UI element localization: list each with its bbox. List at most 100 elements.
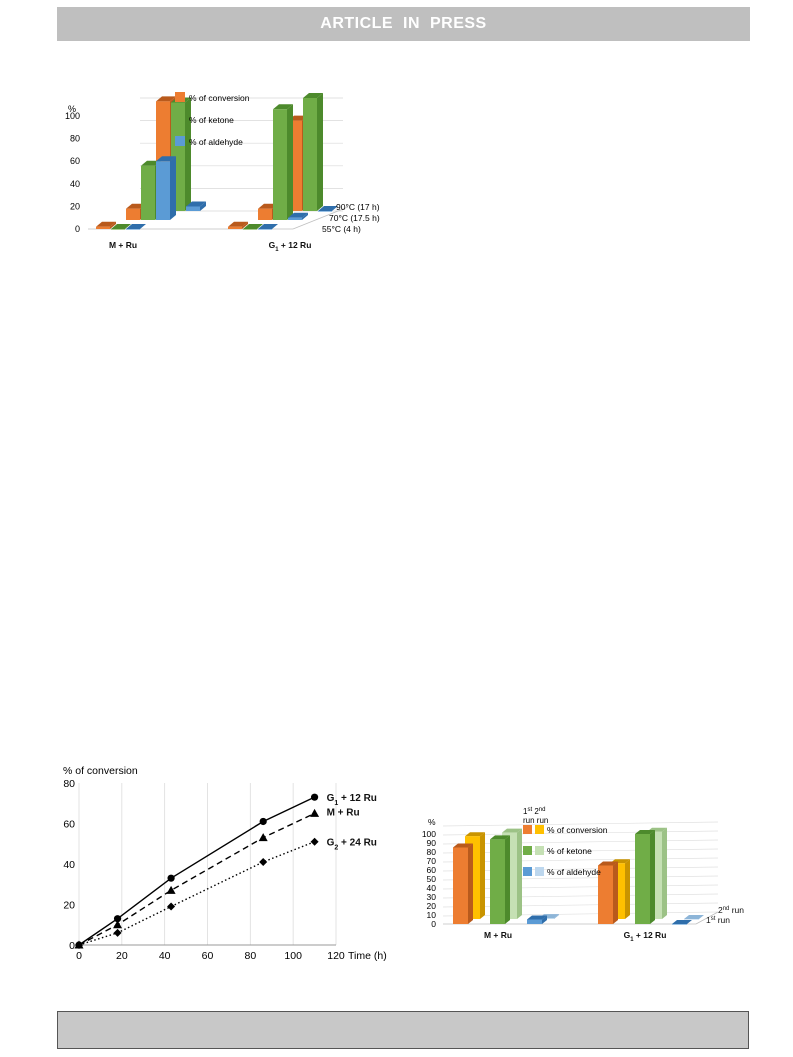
bar-top <box>288 212 308 218</box>
temperature-bar-chart: 0 20 40 60 80 100% 55°C (4 h)70°C (17.5 h)90°C… <box>65 92 380 253</box>
series-line <box>78 812 315 946</box>
bar-side <box>542 915 547 924</box>
bar-top <box>156 156 176 162</box>
x-tick-label: 80 <box>244 950 256 962</box>
diamond-marker <box>167 902 176 911</box>
gridline <box>442 866 719 872</box>
series-line <box>78 841 315 946</box>
legend-label: % of aldehyde <box>547 867 601 877</box>
bar <box>288 212 308 220</box>
bar-front <box>672 924 687 925</box>
y-tick-label: 100 <box>422 829 436 839</box>
bar-top <box>465 832 485 837</box>
y-tick-label: 60 <box>63 819 75 831</box>
legend-swatch <box>175 92 185 102</box>
gridline <box>442 902 719 908</box>
legend-swatch-1st-run <box>523 846 532 855</box>
circle-marker <box>310 793 319 801</box>
y-tick-label: 50 <box>427 874 437 884</box>
bar-front <box>243 229 257 230</box>
x-tick-label: 60 <box>202 950 214 962</box>
y-axis-title: % of conversion <box>63 765 138 777</box>
bar-top <box>672 920 692 924</box>
diamond-marker <box>75 941 83 949</box>
legend-swatch-2nd-run <box>535 825 544 834</box>
y-tick-label: 60 <box>70 156 80 166</box>
bar-front <box>273 109 287 220</box>
bar <box>490 835 510 924</box>
bar-side <box>613 861 618 924</box>
bar-side <box>242 221 248 229</box>
series-line <box>78 796 315 946</box>
bar-front <box>490 839 505 924</box>
circle-marker <box>167 874 175 882</box>
bar-side <box>170 156 176 220</box>
y-tick-label: 10 <box>427 910 437 920</box>
bar-front <box>527 919 542 924</box>
y-tick-label: 90 <box>427 838 437 848</box>
gridline <box>442 884 719 890</box>
legend-label: % of ketone <box>547 846 592 856</box>
depth-label: 2nd run <box>718 905 744 915</box>
x-tick-label: 120 <box>327 950 345 962</box>
bar-front <box>96 226 110 229</box>
triangle-marker <box>258 833 268 842</box>
gridline <box>442 848 719 854</box>
floor-depth-line <box>292 206 349 230</box>
y-tick-label: 80 <box>70 134 80 144</box>
bar-side <box>625 859 630 919</box>
bar-top <box>186 201 206 207</box>
bar-top <box>453 843 473 848</box>
bar-side <box>317 93 323 211</box>
bar-top <box>502 828 522 833</box>
bar <box>303 93 323 211</box>
category-label: G1 + 12 Ru <box>624 930 667 943</box>
footer-box <box>57 1011 749 1049</box>
bar-top <box>111 224 131 229</box>
bar-side <box>517 828 522 919</box>
bar-front <box>156 161 170 220</box>
bar-top <box>228 221 248 227</box>
y-tick-label: 20 <box>70 201 80 211</box>
bar-top <box>598 861 618 866</box>
bar <box>453 843 473 924</box>
y-axis-unit-label: % <box>428 817 436 827</box>
bar-side <box>185 97 191 211</box>
bar-front <box>453 847 468 924</box>
bar <box>672 920 692 925</box>
y-tick-label: 0 <box>431 919 436 929</box>
category-label: G1 + 12 Ru <box>269 240 312 253</box>
depth-label: 1st run <box>706 915 730 925</box>
bar-front <box>684 919 699 920</box>
diamond-marker <box>259 857 268 866</box>
bar-top <box>243 224 263 229</box>
bar-top <box>490 835 510 840</box>
bar-side <box>650 830 655 924</box>
bar-front <box>288 217 302 220</box>
y-tick-label: 0 <box>75 224 80 234</box>
y-tick-label: 0 <box>69 940 75 952</box>
bar-side <box>287 104 293 220</box>
bar <box>228 221 248 229</box>
series-label: M + Ru <box>327 807 360 818</box>
y-tick-label: 20 <box>427 901 437 911</box>
bar-top <box>684 915 704 919</box>
bar-front <box>111 229 125 230</box>
x-tick-label: 100 <box>284 950 302 962</box>
bar <box>156 156 176 220</box>
bar <box>186 201 206 211</box>
bar-side <box>468 843 473 924</box>
legend-label: % of conversion <box>189 93 250 103</box>
bar <box>111 224 131 230</box>
bar-side <box>302 212 308 220</box>
bar-side <box>554 914 559 919</box>
y-tick-label: 70 <box>427 856 437 866</box>
bar <box>273 104 293 220</box>
y-tick-label: 40 <box>70 179 80 189</box>
bar-front <box>598 865 613 924</box>
bar-front <box>303 98 317 211</box>
bar <box>243 224 263 230</box>
bar <box>527 915 547 924</box>
gridline <box>442 830 719 836</box>
